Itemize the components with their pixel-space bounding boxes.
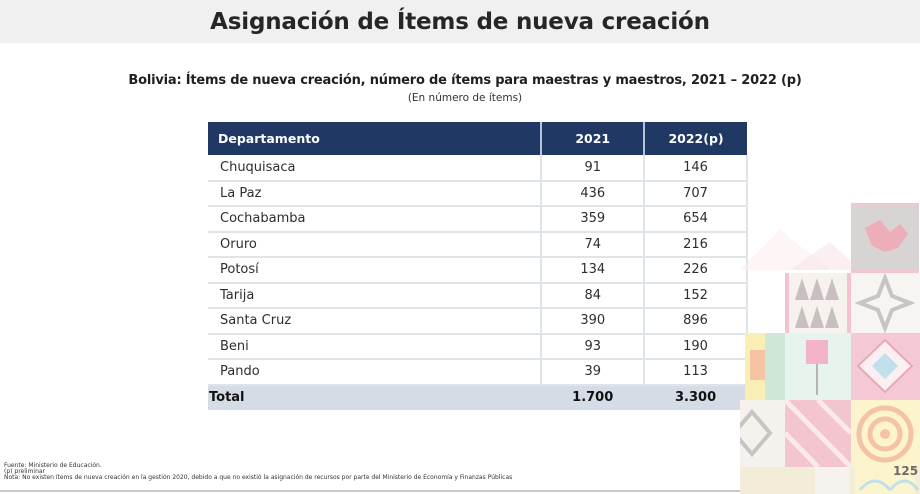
- table-total-row: Total 1.700 3.300: [208, 384, 747, 410]
- cell-departamento: Pando: [208, 359, 543, 386]
- textile-mosaic-decoration: [731, 190, 920, 494]
- table-unit: (En número de ítems): [407, 92, 523, 104]
- cell-2022: 226: [644, 257, 748, 284]
- cell-2022: 896: [644, 308, 748, 335]
- title-band: Asignación de Ítems de nueva creación: [0, 0, 920, 43]
- page-title: Asignación de Ítems de nueva creación: [210, 8, 710, 35]
- cell-departamento: Potosí: [208, 257, 543, 284]
- cell-departamento: Santa Cruz: [208, 308, 543, 335]
- cell-2021: 84: [541, 282, 646, 309]
- explanatory-note: Nota: No existen ítems de nueva creación…: [4, 474, 513, 482]
- cell-2021: 359: [541, 206, 646, 233]
- table-row: Santa Cruz 390 896: [208, 308, 748, 335]
- table-row: Tarija 84 152: [208, 282, 748, 309]
- table-header-row: Departamento 2021 2022(p): [208, 122, 747, 155]
- source-note: Fuente: Ministerio de Educación.: [4, 462, 102, 469]
- cell-departamento: Oruro: [208, 231, 543, 258]
- total-label: Total: [208, 384, 542, 410]
- cell-2022: 707: [644, 180, 748, 207]
- cell-2021: 436: [541, 180, 646, 207]
- table-row: Oruro 74 216: [208, 231, 748, 258]
- table-row: Chuquisaca 91 146: [208, 155, 748, 182]
- cell-2022: 146: [644, 155, 748, 182]
- footnotes: Fuente: Ministerio de Educación. (p) pre…: [4, 462, 513, 482]
- table-row: Cochabamba 359 654: [208, 206, 748, 233]
- cell-departamento: Tarija: [208, 282, 543, 309]
- cell-2021: 39: [541, 359, 646, 386]
- cell-2022: 654: [644, 206, 748, 233]
- cell-2021: 390: [541, 308, 646, 335]
- textile-pattern-icon: [731, 203, 920, 494]
- preliminary-note: (p) preliminar: [4, 468, 46, 476]
- cell-2022: 152: [644, 282, 748, 309]
- table-row: Pando 39 113: [208, 359, 748, 386]
- table-title: Bolivia: Ítems de nueva creación, número…: [128, 73, 802, 88]
- table-row: La Paz 436 707: [208, 180, 748, 207]
- column-header-departamento: Departamento: [208, 122, 543, 155]
- items-table: Departamento 2021 2022(p) Chuquisaca 91 …: [208, 122, 748, 410]
- cell-2022: 190: [644, 333, 748, 360]
- cell-2021: 74: [541, 231, 646, 258]
- cell-2021: 93: [541, 333, 646, 360]
- column-header-2021: 2021: [541, 122, 646, 155]
- cell-departamento: Beni: [208, 333, 543, 360]
- total-2021: 1.700: [541, 384, 645, 410]
- cell-2022: 216: [644, 231, 748, 258]
- table-row: Potosí 134 226: [208, 257, 748, 284]
- cell-2021: 134: [541, 257, 646, 284]
- cell-2022: 113: [644, 359, 748, 386]
- table-row: Beni 93 190: [208, 333, 748, 360]
- column-header-2022p: 2022(p): [644, 122, 747, 155]
- cell-departamento: Chuquisaca: [208, 155, 543, 182]
- bottom-divider: [0, 490, 920, 492]
- total-2022: 3.300: [644, 384, 747, 410]
- cell-2021: 91: [541, 155, 646, 182]
- page-number: 125: [893, 464, 919, 478]
- cell-departamento: Cochabamba: [208, 206, 543, 233]
- cell-departamento: La Paz: [208, 180, 543, 207]
